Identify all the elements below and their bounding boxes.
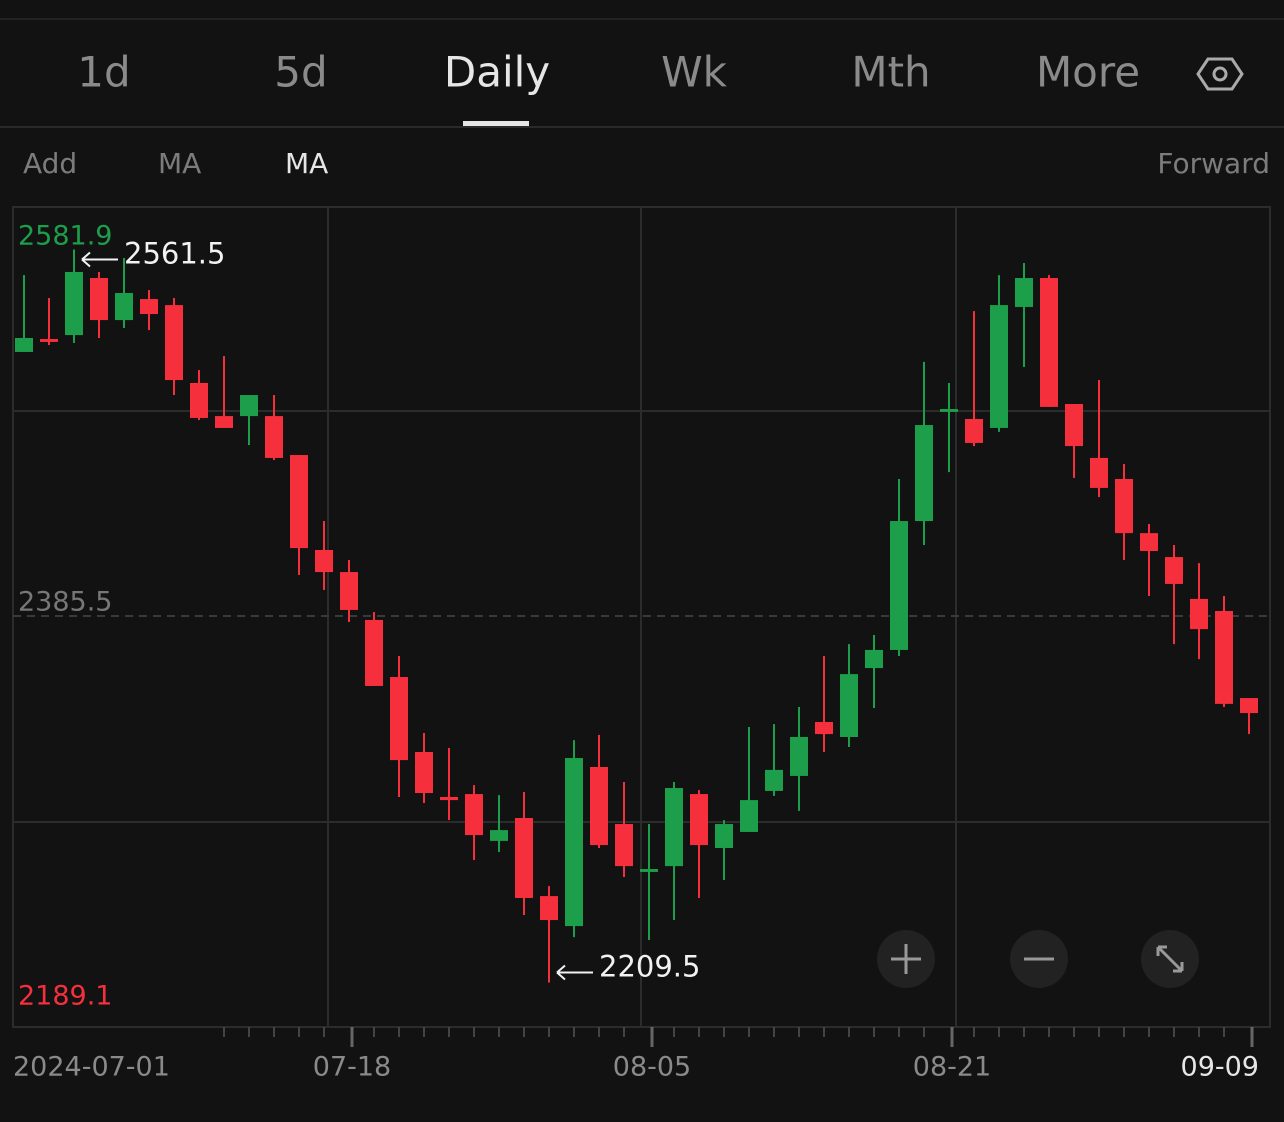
annotation-arrow: [556, 964, 593, 981]
candle-body: [440, 796, 458, 801]
candle-body: [890, 521, 908, 650]
candle-body: [490, 830, 508, 841]
annotation-label: 2561.5: [124, 236, 225, 270]
x-tick-label: 07-18: [313, 1052, 391, 1083]
candle-body: [640, 869, 658, 872]
zoom-in-button[interactable]: [877, 930, 935, 988]
candle-body: [1165, 557, 1183, 584]
toolbar-item[interactable]: MA: [285, 147, 328, 180]
candle-body: [715, 824, 733, 848]
candle-body: [915, 425, 933, 522]
candle-body: [865, 649, 883, 669]
candle-body: [940, 409, 958, 412]
candle-body: [690, 794, 708, 846]
candle-body: [315, 549, 333, 573]
candle-body: [415, 751, 433, 794]
candle-body: [140, 299, 158, 315]
y-tick-label: 2189.1: [18, 981, 112, 1012]
candle-body: [565, 758, 583, 927]
y-tick-label: 2581.9: [18, 221, 112, 252]
x-tick-label: 08-21: [913, 1052, 991, 1083]
candle-body: [115, 293, 133, 321]
active-tab-underline: [463, 121, 529, 126]
candle-body: [515, 818, 533, 898]
annotation-label: 2209.5: [599, 950, 700, 984]
tab[interactable]: Wk: [661, 48, 728, 97]
candle-body: [1140, 533, 1158, 552]
candle-body: [540, 896, 558, 921]
fullscreen-button[interactable]: [1141, 930, 1199, 988]
candle-body: [340, 572, 358, 610]
candle-body: [215, 416, 233, 428]
candle-body: [90, 278, 108, 321]
settings-icon[interactable]: [1196, 57, 1244, 91]
candle-body: [15, 337, 33, 352]
tab[interactable]: Mth: [851, 48, 930, 97]
toolbar-item[interactable]: Forward: [1157, 147, 1270, 180]
tab[interactable]: 5d: [274, 48, 327, 97]
candle-body: [815, 721, 833, 735]
toolbar-item[interactable]: MA: [158, 147, 201, 180]
candle-body: [1190, 598, 1208, 630]
candle-body: [40, 339, 58, 342]
candle-body: [1240, 698, 1258, 714]
candle-body: [390, 677, 408, 761]
candle-body: [290, 455, 308, 549]
candle-body: [240, 395, 258, 417]
candle-body: [740, 800, 758, 832]
candle-body: [1065, 404, 1083, 447]
x-tick-label: 08-05: [613, 1052, 691, 1083]
tab[interactable]: Daily: [444, 48, 550, 97]
candle-body: [1015, 278, 1033, 307]
tab[interactable]: More: [1036, 48, 1140, 97]
candle-body: [190, 382, 208, 418]
candle-body: [790, 736, 808, 776]
candle-body: [1040, 278, 1058, 407]
x-tick-label: 09-09: [1181, 1052, 1259, 1083]
x-tick-label: 2024-07-01: [13, 1052, 170, 1083]
candle-body: [615, 824, 633, 867]
candle-body: [265, 416, 283, 458]
candle-body: [590, 766, 608, 846]
candle-body: [1115, 478, 1133, 534]
plot: 2189.1 2385.5 2581.9 2024-07-01 07-18 08-05 08…: [13, 221, 1270, 1083]
tab[interactable]: 1d: [77, 48, 130, 97]
candle-body: [365, 619, 383, 686]
candle-body: [665, 788, 683, 867]
candle-body: [840, 674, 858, 737]
tab-bar: 1d 5d Daily Wk Mth More: [77, 48, 1140, 97]
candle-body: [965, 418, 983, 443]
candle-body: [765, 769, 783, 791]
y-tick-label: 2385.5: [18, 587, 112, 618]
candle-body: [465, 794, 483, 836]
candle-body: [165, 305, 183, 381]
zoom-out-button[interactable]: [1010, 930, 1068, 988]
toolbar-item[interactable]: Add: [23, 147, 77, 180]
candle-body: [65, 271, 83, 336]
annotation-arrow: [81, 251, 118, 268]
candle-body: [990, 305, 1008, 428]
candle-body: [1215, 611, 1233, 704]
candle-body: [1090, 457, 1108, 488]
